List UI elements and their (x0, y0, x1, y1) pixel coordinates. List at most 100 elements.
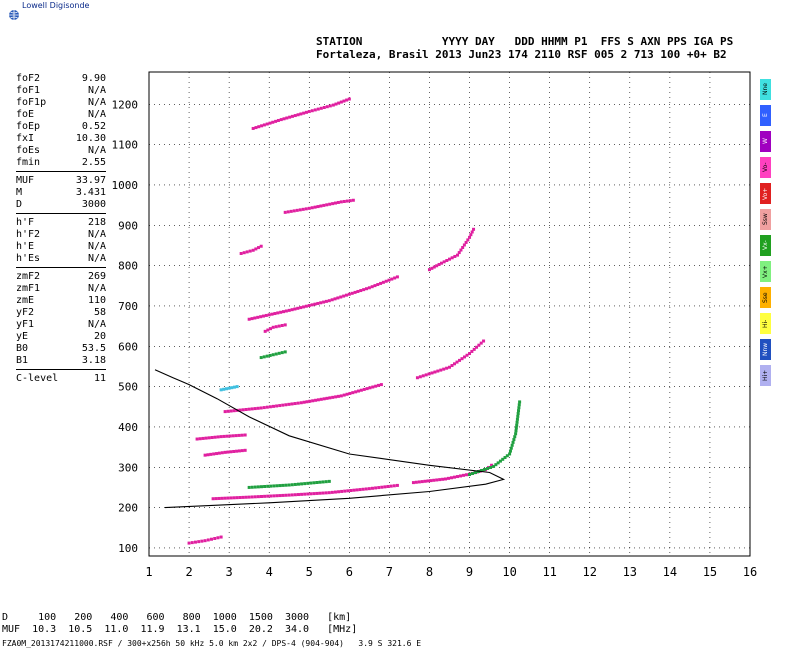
param-row: h'F 218 (16, 217, 106, 229)
echo-point (463, 355, 467, 359)
echo-point (298, 208, 302, 212)
echo-point (253, 495, 257, 499)
echo-point (289, 209, 293, 213)
echo-point (279, 118, 283, 122)
echo-point (325, 396, 329, 400)
echo-point (331, 202, 335, 206)
echo-point (299, 306, 303, 310)
echo-point (216, 435, 220, 439)
echo-point (342, 199, 346, 203)
echo-point (494, 463, 498, 467)
echo-point (367, 286, 371, 290)
echo-point (483, 467, 487, 471)
echo-point (265, 405, 269, 409)
echo-point (324, 299, 328, 303)
param-separator (16, 267, 106, 268)
param-value: N/A (87, 319, 106, 330)
echo-point (284, 309, 288, 313)
param-row: foEs N/A (16, 145, 106, 157)
echo-point (462, 243, 466, 247)
echo-point (241, 495, 245, 499)
echo-point (448, 365, 451, 369)
echo-point (325, 203, 329, 207)
echo-point (200, 539, 204, 543)
echo-point (215, 452, 219, 456)
echo-point (479, 341, 483, 345)
echo-point (293, 307, 297, 311)
x-tick-label: 15 (703, 565, 717, 579)
param-row: zmF2 269 (16, 271, 106, 283)
echo-point (450, 364, 454, 368)
echo-point (510, 443, 514, 447)
echo-point (365, 287, 369, 291)
echo-point (383, 485, 387, 489)
param-name: zmF2 (16, 271, 41, 282)
echo-point (368, 386, 372, 390)
param-value: N/A (87, 283, 106, 294)
param-name: B1 (16, 355, 29, 366)
y-tick-label: 600 (118, 340, 138, 353)
echo-point (446, 476, 450, 480)
echo-point (379, 383, 383, 387)
param-row: zmF1 N/A (16, 283, 106, 295)
param-separator (16, 213, 106, 214)
echo-point (223, 410, 227, 414)
echo-point (316, 301, 320, 305)
param-row: h'E N/A (16, 241, 106, 253)
echo-point (231, 434, 235, 438)
echo-point (435, 264, 439, 268)
echo-point (352, 488, 356, 492)
echo-point (250, 317, 254, 321)
param-name: foE (16, 109, 35, 120)
echo-point (450, 256, 454, 260)
echo-point (457, 251, 461, 255)
echo-point (237, 433, 241, 437)
y-tick-label: 1000 (112, 179, 139, 192)
echo-point (287, 483, 291, 487)
echo-point (307, 110, 311, 114)
echo-point (247, 407, 251, 411)
echo-point (301, 207, 305, 211)
echo-point (257, 125, 261, 129)
echo-point (411, 481, 415, 485)
echo-point (492, 464, 496, 468)
echo-point (472, 347, 476, 351)
echo-point (275, 484, 279, 488)
echo-point (259, 406, 263, 410)
echo-point (514, 432, 518, 436)
echo-point (333, 297, 337, 301)
echo-point (364, 487, 368, 491)
echo-point (261, 314, 265, 318)
echo-point (251, 126, 255, 130)
echo-point (277, 324, 281, 328)
echo-point (259, 494, 263, 498)
legend-chip-e: E (760, 105, 771, 126)
echo-point (283, 210, 287, 214)
echo-point (266, 328, 270, 332)
echo-point (319, 301, 323, 305)
echo-point (220, 496, 224, 500)
echo-point (303, 492, 307, 496)
echo-point (387, 278, 391, 282)
param-name: D (16, 199, 23, 210)
echo-point (517, 403, 521, 407)
echo-point (468, 473, 472, 477)
x-tick-label: 14 (663, 565, 677, 579)
echo-point (296, 306, 300, 310)
echo-point (247, 485, 251, 489)
echo-point (322, 397, 326, 401)
echo-point (265, 122, 269, 126)
echo-point (238, 496, 242, 500)
echo-point (358, 488, 362, 492)
echo-point (316, 107, 320, 111)
echo-point (370, 486, 374, 490)
param-row: zmE 110 (16, 295, 106, 307)
echo-point (472, 227, 476, 231)
echo-point (439, 261, 443, 265)
param-name: MUF (16, 175, 35, 186)
echo-point (427, 268, 431, 272)
param-value: N/A (87, 145, 106, 156)
echo-point (450, 476, 454, 480)
x-tick-label: 16 (743, 565, 757, 579)
echo-point (389, 484, 393, 488)
